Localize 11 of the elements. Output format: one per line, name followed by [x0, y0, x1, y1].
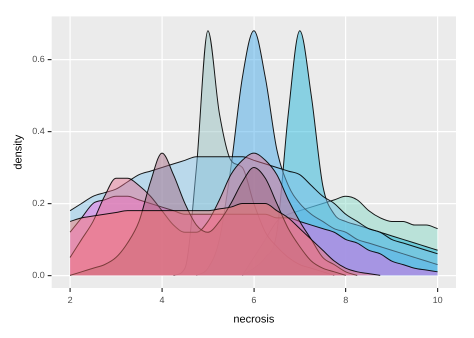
x-tick-label: 2 [68, 294, 73, 305]
y-axis-title: density [12, 134, 25, 170]
x-tick-label: 10 [432, 294, 443, 305]
x-axis-title: necrosis [233, 313, 275, 326]
y-tick-label: 0.2 [32, 198, 45, 208]
y-tick-label: 0.6 [32, 54, 45, 64]
x-tick-label: 4 [159, 294, 164, 305]
y-tick-label: 0.0 [32, 270, 45, 280]
y-tick-label: 0.4 [32, 126, 45, 136]
x-tick-label: 8 [343, 294, 348, 305]
x-tick-label: 6 [251, 294, 256, 305]
